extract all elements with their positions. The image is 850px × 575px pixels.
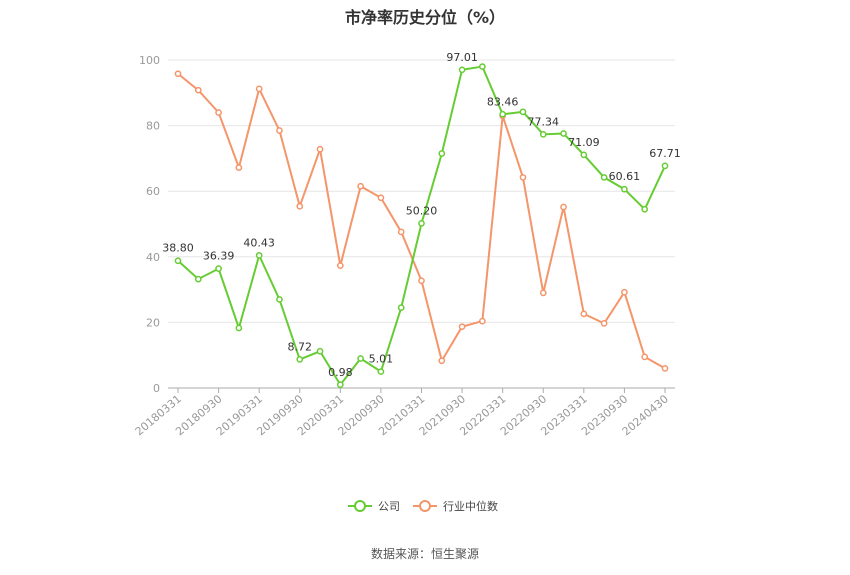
legend-swatch-marker xyxy=(419,500,431,512)
data-point xyxy=(215,265,222,272)
data-point xyxy=(499,110,507,118)
data-point xyxy=(174,257,182,265)
data-point xyxy=(255,252,263,259)
data-point xyxy=(377,368,385,375)
data-point xyxy=(255,85,263,93)
data-point xyxy=(316,145,324,153)
chart-source: 数据来源：恒生聚源 xyxy=(370,547,479,561)
data-label: 60.61 xyxy=(609,170,641,183)
data-point xyxy=(560,130,567,137)
y-tick-label: 60 xyxy=(146,185,160,198)
data-point xyxy=(479,63,486,70)
y-tick-label: 100 xyxy=(139,54,160,67)
data-label: 77.34 xyxy=(528,115,560,128)
data-point xyxy=(296,202,304,210)
data-point xyxy=(438,150,446,157)
data-point xyxy=(357,182,364,190)
y-tick-label: 0 xyxy=(153,382,160,395)
data-point xyxy=(194,275,202,283)
data-point xyxy=(458,66,466,74)
data-label: 71.09 xyxy=(568,136,600,149)
chart-title: 市净率历史分位（%） xyxy=(344,8,506,27)
legend-label: 公司 xyxy=(378,500,400,513)
data-point xyxy=(336,262,344,270)
data-point xyxy=(539,130,547,138)
y-tick-label: 80 xyxy=(146,120,160,133)
data-point xyxy=(600,174,608,181)
data-point xyxy=(418,277,425,285)
data-point xyxy=(235,164,243,171)
data-point xyxy=(641,353,649,361)
data-point xyxy=(276,127,283,134)
data-point xyxy=(519,108,527,116)
data-point xyxy=(174,70,182,78)
data-point xyxy=(621,288,628,296)
data-point xyxy=(418,219,425,227)
data-label: 5.01 xyxy=(369,353,394,366)
legend-swatch-marker xyxy=(354,500,366,512)
data-label: 38.80 xyxy=(162,242,194,255)
data-label: 40.43 xyxy=(243,236,275,249)
data-label: 0.98 xyxy=(328,366,353,379)
data-label: 8.72 xyxy=(288,340,313,353)
data-label: 83.46 xyxy=(487,95,519,108)
data-label: 50.20 xyxy=(406,204,438,217)
data-point xyxy=(194,86,202,94)
data-label: 67.71 xyxy=(649,147,681,160)
data-point xyxy=(397,228,405,236)
data-label: 97.01 xyxy=(446,51,478,64)
data-point xyxy=(600,320,608,327)
data-point xyxy=(397,304,405,311)
data-point xyxy=(336,381,344,389)
data-point xyxy=(661,364,669,372)
y-tick-label: 40 xyxy=(146,251,160,264)
data-point xyxy=(621,185,628,193)
data-point xyxy=(641,205,649,213)
data-point xyxy=(357,355,364,362)
data-point xyxy=(479,317,486,325)
data-point xyxy=(316,347,324,355)
data-point xyxy=(661,162,669,170)
data-point xyxy=(215,109,222,116)
data-point xyxy=(580,310,588,318)
data-point xyxy=(296,356,304,363)
data-label: 36.39 xyxy=(203,250,235,263)
data-point xyxy=(458,323,466,331)
y-tick-label: 20 xyxy=(146,316,160,329)
data-point xyxy=(560,203,567,211)
data-point xyxy=(580,151,588,159)
data-point xyxy=(377,194,385,202)
data-point xyxy=(438,357,446,365)
data-point xyxy=(539,289,547,297)
data-point xyxy=(276,296,283,303)
data-point xyxy=(235,324,243,332)
legend-label: 行业中位数 xyxy=(443,499,498,513)
data-point xyxy=(519,174,527,181)
